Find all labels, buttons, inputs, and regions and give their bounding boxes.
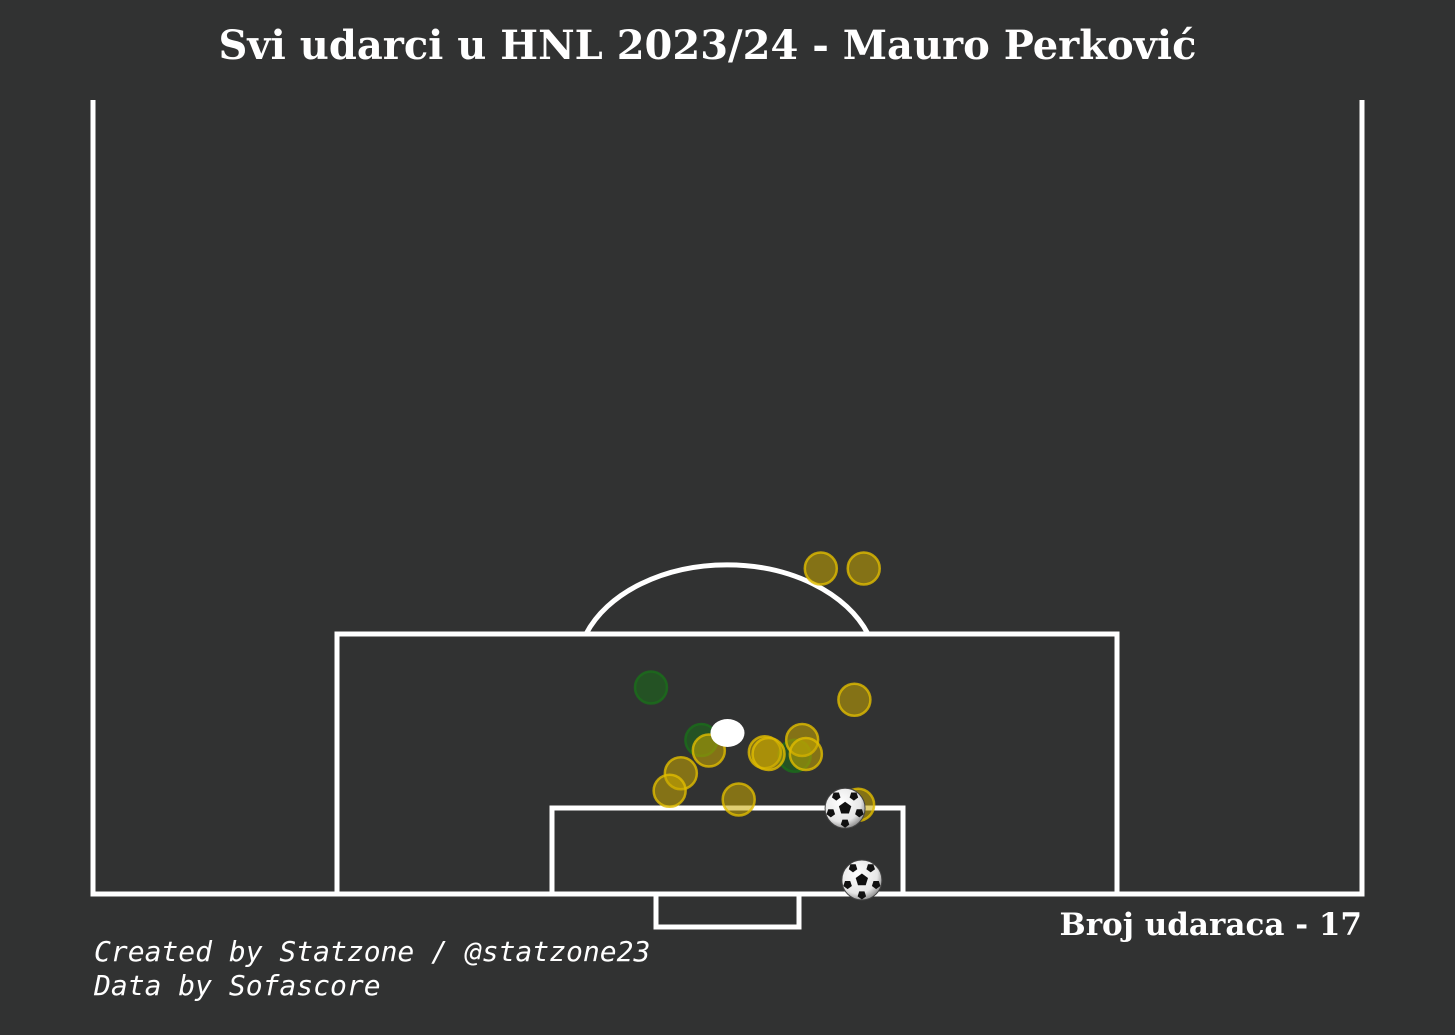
shots-layer [633, 551, 883, 901]
shot-point [751, 736, 786, 772]
shot-point [721, 782, 756, 817]
shot-point [803, 551, 839, 586]
shot-count-label: Broj udaraca - 17 [1059, 907, 1363, 943]
shot-point [846, 551, 881, 586]
shot-goal-marker [841, 859, 883, 901]
pitch-outline [90, 100, 1365, 897]
shot-point [652, 773, 687, 808]
shot-point [633, 670, 669, 705]
shot-goal-marker [824, 787, 866, 829]
shot-point [837, 682, 872, 717]
data-source-text: Data by Sofascore [94, 969, 381, 1002]
penalty-box [334, 631, 1120, 897]
credits: Created by Statzone / @statzone23 Data b… [94, 935, 650, 1003]
goal-frame [653, 891, 802, 930]
created-by-text: Created by Statzone / @statzone23 [94, 935, 651, 968]
penalty-arc [583, 562, 871, 636]
chart-title: Svi udarci u HNL 2023/24 - Mauro Perkovi… [218, 22, 1197, 69]
average-shot-position [710, 719, 745, 747]
shot-point [788, 736, 824, 772]
